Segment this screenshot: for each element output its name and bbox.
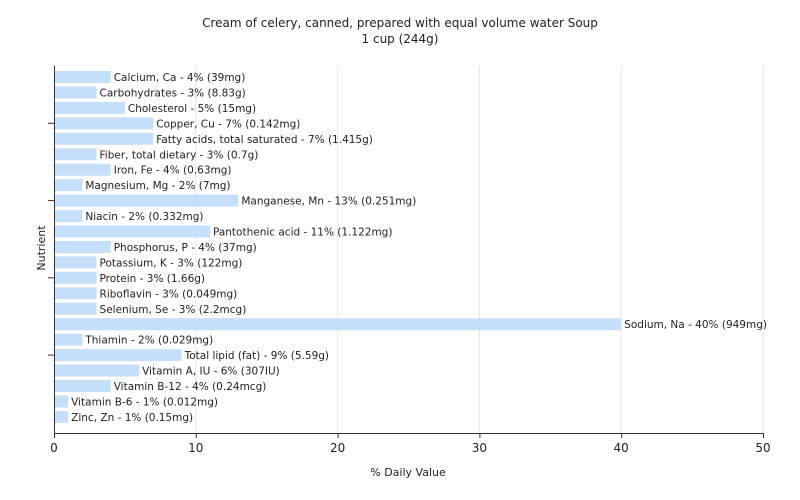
bar-15 bbox=[55, 302, 97, 315]
bar-19 bbox=[55, 364, 140, 377]
bar-label-8: Manganese, Mn - 13% (0.251mg) bbox=[241, 196, 416, 208]
axes: 0 10 20 30 40 50 bbox=[48, 66, 771, 455]
bar-label-11: Phosphorus, P - 4% (37mg) bbox=[114, 242, 257, 254]
chart-title: Cream of celery, canned, prepared with e… bbox=[202, 16, 598, 30]
bar-label-5: Fiber, total dietary - 3% (0.7g) bbox=[100, 149, 259, 161]
x-tick-label-0: 0 bbox=[50, 441, 58, 455]
bar-label-1: Carbohydrates - 3% (8.83g) bbox=[100, 87, 246, 99]
bar-2 bbox=[55, 101, 125, 114]
bar-10 bbox=[55, 225, 210, 238]
bar-11 bbox=[55, 240, 111, 253]
bar-label-7: Magnesium, Mg - 2% (7mg) bbox=[85, 180, 230, 192]
x-tick-label-4: 40 bbox=[614, 441, 629, 455]
bar-label-18: Total lipid (fat) - 9% (5.59g) bbox=[184, 350, 329, 362]
bar-14 bbox=[55, 287, 97, 300]
bar-label-10: Pantothenic acid - 11% (1.122mg) bbox=[213, 227, 392, 239]
bar-label-20: Vitamin B-12 - 4% (0.24mcg) bbox=[114, 381, 267, 393]
bar-17 bbox=[55, 333, 83, 346]
bar-13 bbox=[55, 271, 97, 284]
bar-label-3: Copper, Cu - 7% (0.142mg) bbox=[156, 118, 300, 130]
bar-20 bbox=[55, 380, 111, 392]
x-axis-label: % Daily Value bbox=[370, 466, 446, 479]
bar-8 bbox=[55, 194, 239, 207]
bar-label-14: Riboflavin - 3% (0.049mg) bbox=[100, 288, 238, 300]
bar-18 bbox=[55, 349, 182, 362]
chart-subtitle: 1 cup (244g) bbox=[361, 32, 439, 46]
bar-12 bbox=[55, 256, 97, 269]
bar-6 bbox=[55, 163, 111, 176]
bar-label-15: Selenium, Se - 3% (2.2mcg) bbox=[100, 304, 247, 316]
bar-label-17: Thiamin - 2% (0.029mg) bbox=[84, 335, 213, 347]
bar-label-2: Cholesterol - 5% (15mg) bbox=[128, 103, 256, 115]
x-tick-label-1: 10 bbox=[188, 441, 203, 455]
x-tick-label-2: 20 bbox=[330, 441, 345, 455]
bar-1 bbox=[55, 86, 97, 99]
bar-label-19: Vitamin A, IU - 6% (307IU) bbox=[142, 366, 280, 378]
bar-label-9: Niacin - 2% (0.332mg) bbox=[85, 211, 203, 223]
bar-label-0: Calcium, Ca - 4% (39mg) bbox=[114, 72, 246, 84]
bar-label-21: Vitamin B-6 - 1% (0.012mg) bbox=[71, 396, 218, 408]
bar-label-4: Fatty acids, total saturated - 7% (1.415… bbox=[156, 134, 373, 146]
bar-label-13: Protein - 3% (1.66g) bbox=[100, 273, 206, 285]
bar-label-6: Iron, Fe - 4% (0.63mg) bbox=[114, 165, 232, 177]
x-tick-label-5: 50 bbox=[755, 441, 770, 455]
bar-5 bbox=[55, 148, 97, 161]
bar-7 bbox=[55, 179, 83, 192]
bar-22 bbox=[55, 410, 69, 423]
bar-9 bbox=[55, 210, 83, 223]
y-axis-label: Nutrient bbox=[35, 225, 48, 271]
bar-4 bbox=[55, 132, 154, 145]
bar-0 bbox=[55, 71, 111, 83]
bar-21 bbox=[55, 395, 69, 408]
bars: Calcium, Ca - 4% (39mg) Carbohydrates - 3… bbox=[55, 71, 767, 424]
bar-16 bbox=[55, 318, 622, 331]
bar-3 bbox=[55, 117, 154, 130]
x-tick-label-3: 30 bbox=[472, 441, 487, 455]
grid bbox=[195, 66, 764, 433]
bar-label-16: Sodium, Na - 40% (949mg) bbox=[624, 319, 767, 331]
bar-label-22: Zinc, Zn - 1% (0.15mg) bbox=[71, 412, 193, 424]
bar-label-12: Potassium, K - 3% (122mg) bbox=[100, 257, 243, 269]
